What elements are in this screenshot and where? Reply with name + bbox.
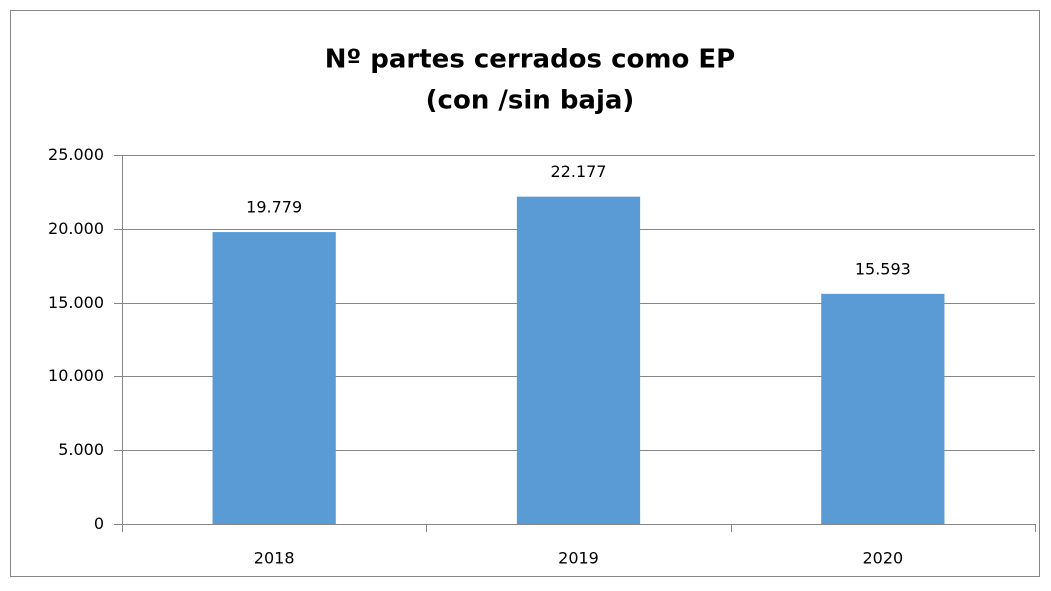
x-tick-label: 2018 — [254, 549, 295, 568]
bar — [821, 293, 945, 524]
bar — [516, 196, 641, 524]
chart-title: Nº partes cerrados como EP — [325, 45, 735, 75]
value-label: 15.593 — [855, 259, 911, 278]
value-label: 19.779 — [246, 198, 302, 217]
y-tick-label: 20.000 — [48, 219, 104, 238]
chart-subtitle: (con /sin baja) — [426, 86, 635, 116]
value-label: 22.177 — [551, 162, 607, 181]
x-tick-label: 2019 — [558, 549, 599, 568]
y-tick-label: 0 — [94, 514, 104, 533]
y-tick-label: 10.000 — [48, 366, 104, 385]
y-tick-label: 5.000 — [58, 440, 104, 459]
y-tick-label: 15.000 — [48, 293, 104, 312]
bar — [212, 232, 336, 525]
y-tick-label: 25.000 — [48, 145, 104, 164]
x-tick-label: 2020 — [862, 549, 903, 568]
